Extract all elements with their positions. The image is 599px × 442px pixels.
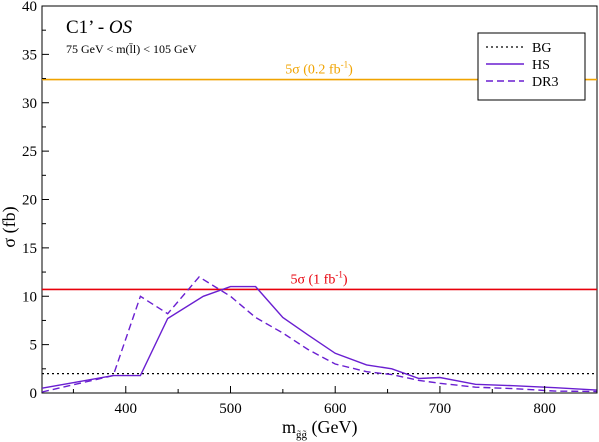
reference-line-label-1: 5σ (0.2 fb-1) (285, 60, 353, 78)
chart-title-main: C1’ - (66, 17, 109, 38)
x-tick-label: 600 (324, 401, 347, 417)
x-axis-label-unit: (GeV) (307, 417, 357, 438)
legend-label-dr3: DR3 (532, 75, 558, 90)
x-axis-label: mg̃g̃ (GeV) (282, 417, 358, 441)
y-tick-label: 30 (22, 96, 37, 112)
y-tick-label: 40 (22, 0, 37, 15)
legend: BG HS DR3 (477, 32, 586, 101)
reference-label-main: 5σ (1 fb (290, 272, 335, 287)
x-tick-label: 700 (429, 401, 452, 417)
reference-line-label-2: 5σ (1 fb-1) (290, 269, 347, 287)
y-axis-ticks: 0 5 10 15 20 25 30 35 40 (22, 0, 49, 402)
series-line-dr3 (41, 275, 598, 393)
legend-label-bg: BG (532, 41, 551, 56)
y-tick-label: 25 (22, 144, 37, 160)
x-tick-label: 400 (115, 401, 138, 417)
y-tick-label: 15 (22, 241, 37, 257)
y-tick-label: 0 (30, 386, 38, 402)
reference-label-main: 5σ (0.2 fb (285, 63, 340, 78)
legend-box (477, 32, 586, 101)
y-axis-label: σ (fb) (0, 206, 20, 247)
x-tick-label: 500 (219, 401, 242, 417)
reference-label-sup: -1 (335, 269, 343, 279)
legend-label-hs: HS (532, 58, 550, 73)
series-layer (41, 275, 598, 393)
y-tick-label: 5 (30, 338, 38, 354)
series-line-hs (41, 285, 598, 391)
x-axis-ticks: 400 500 600 700 800 (72, 386, 598, 417)
chart-title-italic: OS (109, 17, 133, 38)
reference-label-sup: -1 (341, 60, 349, 70)
chart-title: C1’ - OS (66, 17, 133, 38)
chart-subtitle: 75 GeV < m(l̄l) < 105 GeV (66, 42, 197, 56)
y-tick-label: 35 (22, 47, 37, 63)
y-tick-label: 10 (22, 289, 37, 305)
legend-items: BG HS DR3 (486, 41, 558, 90)
x-axis-label-main: m (282, 417, 296, 437)
reference-label-end: ) (343, 272, 348, 287)
x-axis-label-sub: g̃g̃ (296, 429, 308, 441)
y-tick-label: 20 (22, 193, 37, 209)
reference-label-end: ) (348, 63, 353, 78)
x-tick-label: 800 (533, 401, 556, 417)
